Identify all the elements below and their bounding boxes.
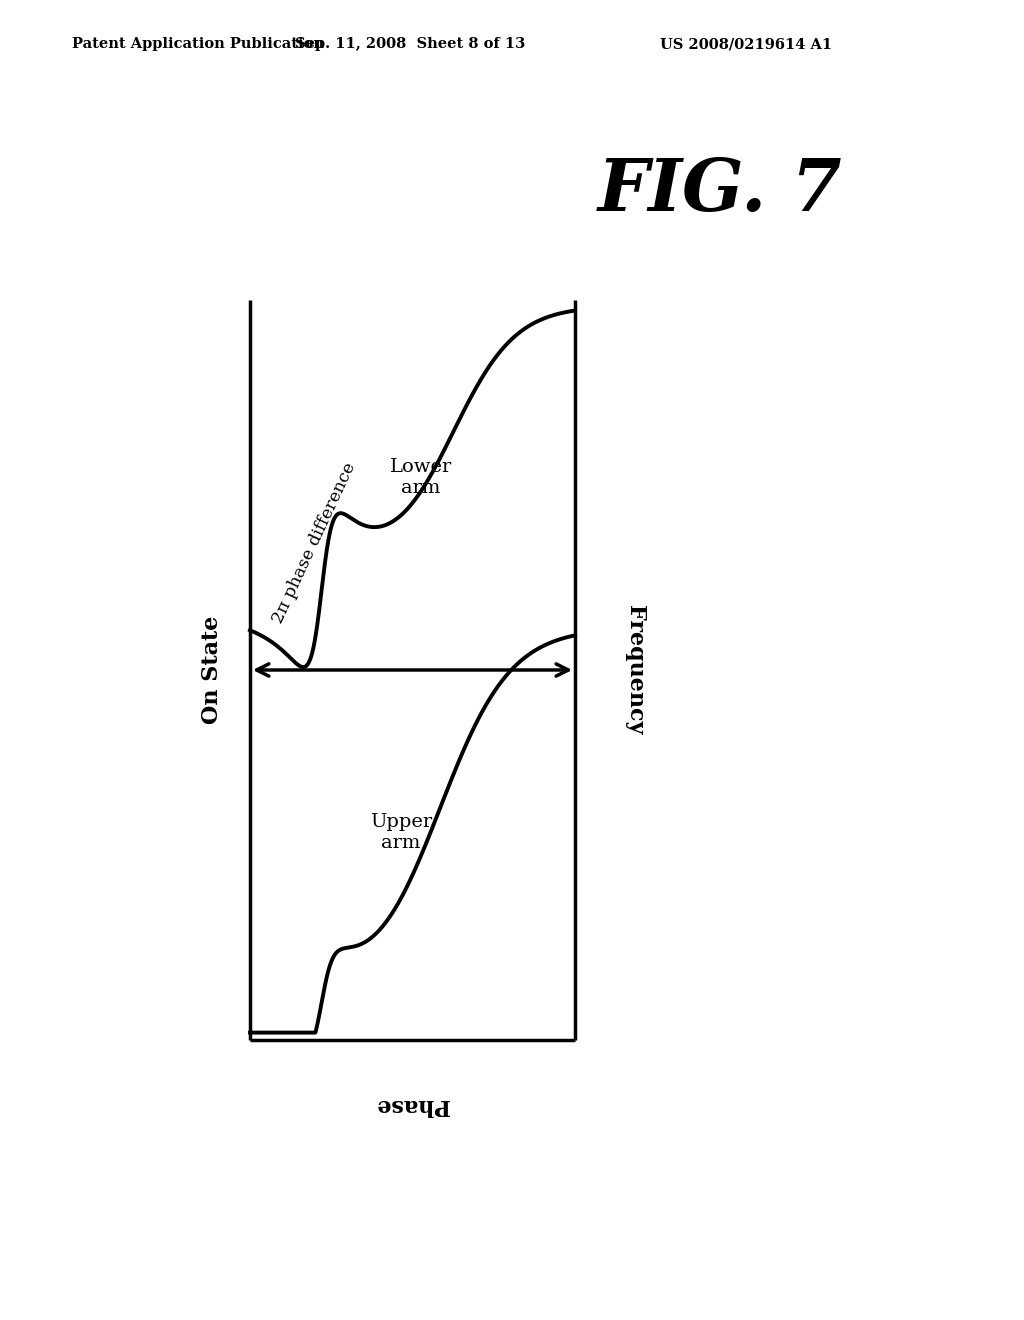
Text: Lower
arm: Lower arm	[390, 458, 453, 498]
Text: Phase: Phase	[376, 1094, 450, 1115]
Text: Upper
arm: Upper arm	[370, 813, 432, 853]
Text: FIG. 7: FIG. 7	[598, 154, 843, 226]
Text: 2π phase difference: 2π phase difference	[270, 459, 359, 626]
Text: On State: On State	[201, 616, 223, 725]
Text: Sep. 11, 2008  Sheet 8 of 13: Sep. 11, 2008 Sheet 8 of 13	[295, 37, 525, 51]
Text: US 2008/0219614 A1: US 2008/0219614 A1	[660, 37, 833, 51]
Text: Patent Application Publication: Patent Application Publication	[72, 37, 324, 51]
Text: Frequency: Frequency	[624, 606, 646, 735]
